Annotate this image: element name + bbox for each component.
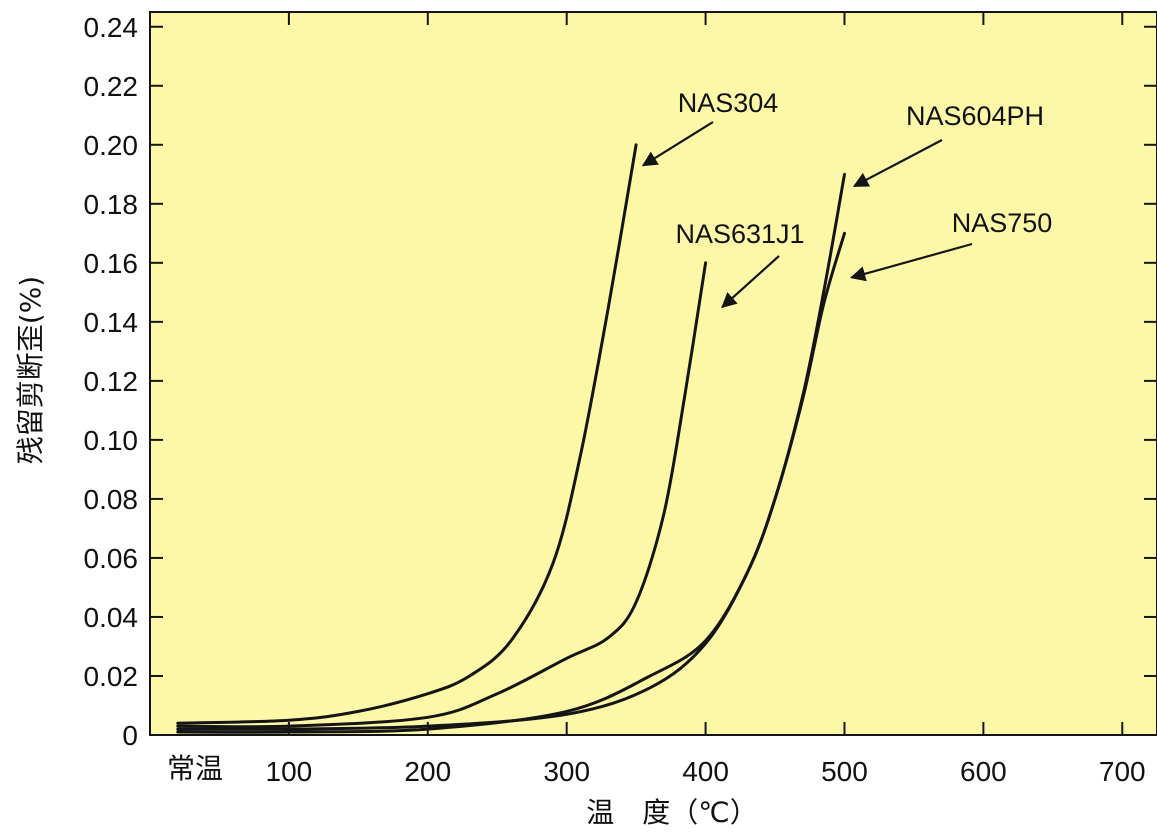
series-label-nas604ph: NAS604PH xyxy=(906,101,1044,131)
y-tick-label: 0.02 xyxy=(84,661,139,692)
x-tick-label: 600 xyxy=(960,756,1007,787)
y-tick-label: 0.06 xyxy=(84,543,139,574)
y-tick-label: 0.08 xyxy=(84,484,139,515)
y-tick-label: 0.22 xyxy=(84,71,139,102)
y-tick-label: 0.14 xyxy=(84,307,139,338)
y-tick-label: 0.24 xyxy=(84,12,139,43)
y-tick-label: 0.10 xyxy=(84,425,139,456)
y-axis-title: 残留剪断歪(%) xyxy=(14,276,47,464)
x-tick-label: 300 xyxy=(543,756,590,787)
x-axis-title: 温 度（℃） xyxy=(586,796,757,829)
x-tick-label: 200 xyxy=(404,756,451,787)
series-label-nas304: NAS304 xyxy=(678,88,779,118)
x-tick-label: 400 xyxy=(682,756,729,787)
y-tick-label: 0 xyxy=(122,720,138,751)
series-label-nas750: NAS750 xyxy=(952,208,1053,238)
y-tick-label: 0.20 xyxy=(84,130,139,161)
series-label-nas631j1: NAS631J1 xyxy=(675,219,804,249)
y-tick-label: 0.12 xyxy=(84,366,139,397)
y-tick-label: 0.18 xyxy=(84,189,139,220)
y-tick-label: 0.04 xyxy=(84,602,139,633)
x-tick-label: 700 xyxy=(1099,756,1146,787)
x-tick-label: 500 xyxy=(821,756,868,787)
x-tick-label: 100 xyxy=(266,756,313,787)
y-tick-label: 0.16 xyxy=(84,248,139,279)
x-tick-label: 常温 xyxy=(167,753,223,784)
